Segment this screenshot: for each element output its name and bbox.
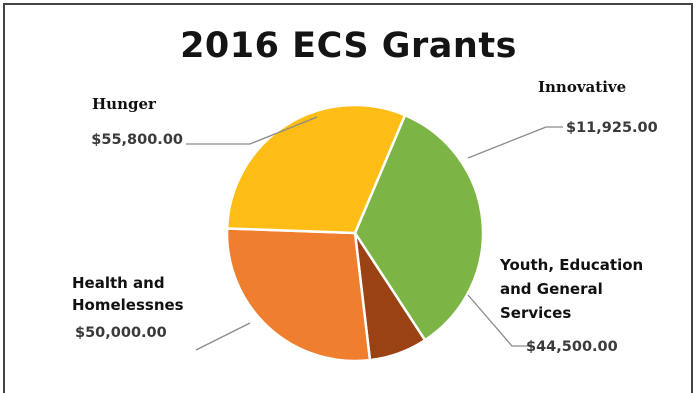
leader-line-health-and-homelessnes xyxy=(195,322,251,351)
leader-line-innovative xyxy=(467,126,563,159)
slice-label-health-and-homelessnes: Health and Homelessnes xyxy=(72,274,184,314)
pie-slice-health-and-homelessnes xyxy=(225,103,407,235)
slice-value-innovative: $11,925.00 xyxy=(566,120,658,136)
slice-value-hunger: $55,800.00 xyxy=(91,132,183,148)
pie-slice-youth-education-and-general-services xyxy=(225,227,372,363)
pie-slice-hunger xyxy=(353,113,485,342)
slice-label-youth-education-and-general-services: Youth, Education and General Services xyxy=(499,256,643,322)
slice-label-innovative: Innovative xyxy=(538,78,626,96)
chart-title: 2016 ECS Grants xyxy=(180,26,517,66)
slice-label-hunger: Hunger xyxy=(92,95,157,113)
leader-line-hunger xyxy=(186,116,318,145)
chart-frame xyxy=(3,3,693,393)
slice-value-health-and-homelessnes: $50,000.00 xyxy=(75,325,167,341)
leader-line-youth-education-and-general-services xyxy=(467,294,528,347)
slice-value-youth-education-and-general-services: $44,500.00 xyxy=(526,339,618,355)
